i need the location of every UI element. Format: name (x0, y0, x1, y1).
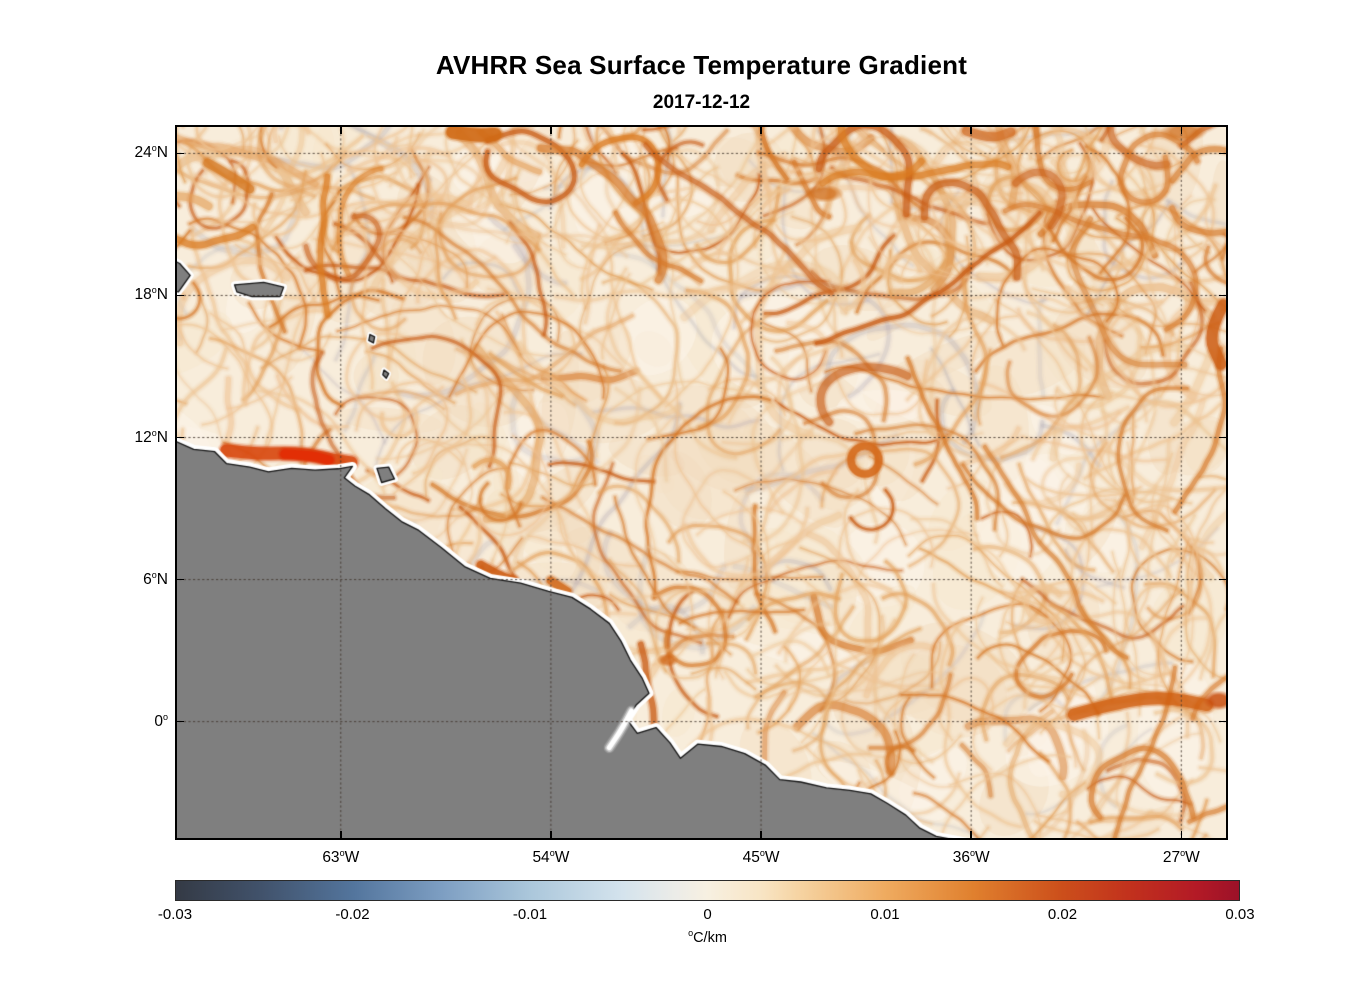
x-tick-label: 36oW (952, 847, 990, 866)
degree-mark: o (969, 847, 975, 858)
colorbar-tick-label: 0.03 (1225, 906, 1255, 923)
y-tick-mark-right (1219, 436, 1226, 439)
degree-mark: o (151, 285, 157, 296)
colorbar (175, 880, 1240, 901)
degree-mark: o (759, 847, 765, 858)
x-tick-mark-top (550, 127, 552, 134)
x-tick-mark-top (340, 127, 342, 134)
y-tick-mark-left (177, 294, 184, 297)
degree-mark: o (151, 143, 157, 154)
y-tick-label: 18oN (134, 285, 168, 304)
y-tick-mark-right (1219, 152, 1226, 155)
x-tick-mark-bottom (1180, 831, 1183, 838)
x-tick-label: 63oW (322, 847, 360, 866)
colorbar-tick-label: -0.02 (335, 906, 370, 923)
colorbar-tick-label: -0.03 (157, 906, 193, 923)
colorbar-tick-label: 0 (703, 906, 712, 923)
degree-mark: o (151, 427, 157, 438)
x-tick-mark-top (970, 127, 972, 134)
plot-title: AVHRR Sea Surface Temperature Gradient (435, 50, 968, 80)
x-tick-mark-top (1180, 127, 1183, 134)
x-tick-label: 54oW (532, 847, 570, 866)
degree-mark: o (162, 711, 168, 722)
y-tick-mark-right (1219, 720, 1226, 723)
degree-mark: o (151, 569, 157, 580)
plot-subtitle: 2017-12-12 (652, 92, 751, 113)
y-tick-label: 12oN (134, 427, 168, 446)
colorbar-tick-label: 0.01 (870, 906, 900, 923)
degree-mark: o (1180, 847, 1186, 858)
degree-mark: o (688, 928, 694, 939)
y-tick-label: 24oN (134, 143, 168, 162)
y-tick-label: 0o (154, 711, 168, 730)
y-tick-label: 6oN (143, 569, 168, 588)
sst-gradient-map (175, 125, 1228, 840)
x-tick-mark-bottom (340, 831, 342, 838)
y-tick-mark-left (177, 578, 184, 581)
y-tick-mark-left (177, 436, 184, 439)
y-tick-mark-right (1219, 294, 1226, 297)
colorbar-tick-label: 0.02 (1047, 906, 1078, 923)
colorbar-units-text: C/km (693, 930, 727, 946)
x-tick-mark-bottom (760, 831, 762, 838)
y-tick-mark-left (177, 720, 184, 723)
y-tick-mark-left (177, 152, 184, 155)
x-tick-mark-top (760, 127, 762, 134)
colorbar-units-label: oC/km (175, 928, 1240, 946)
y-tick-mark-right (1219, 578, 1226, 581)
degree-mark: o (549, 847, 555, 858)
colorbar-gradient (176, 881, 1239, 900)
colorbar-tick-label: -0.01 (512, 906, 548, 923)
x-tick-label: 27oW (1162, 847, 1200, 866)
x-tick-mark-bottom (970, 831, 972, 838)
degree-mark: o (339, 847, 345, 858)
x-tick-mark-bottom (550, 831, 552, 838)
x-tick-label: 45oW (742, 847, 780, 866)
